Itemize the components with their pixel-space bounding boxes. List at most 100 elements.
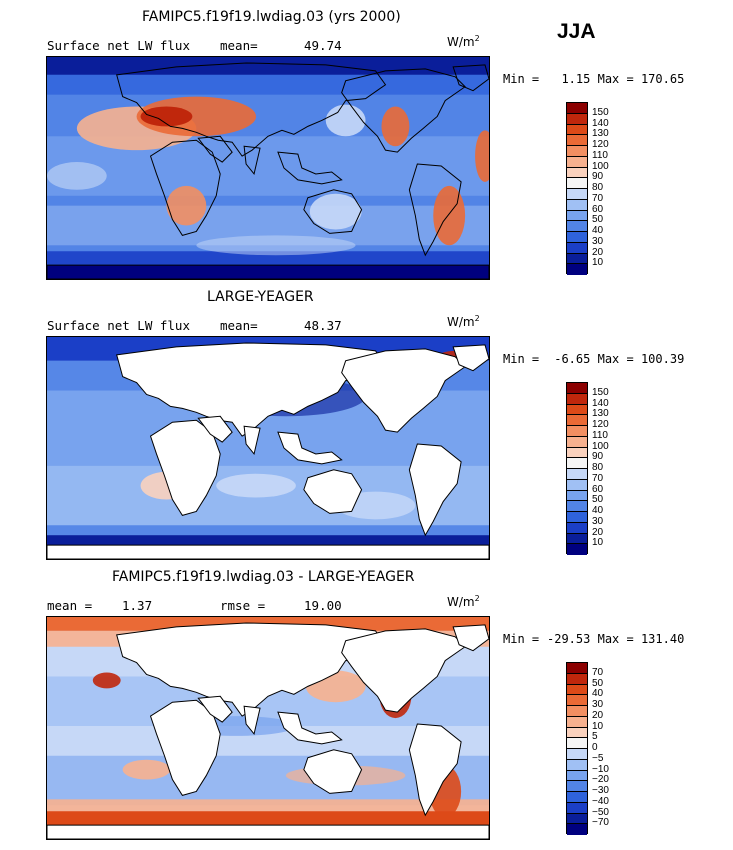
colorbar-swatch — [567, 706, 587, 717]
colorbar-swatch — [567, 125, 587, 136]
colorbar-swatch — [567, 771, 587, 782]
colorbar-swatch — [567, 178, 587, 189]
map-svg — [47, 617, 489, 839]
colorbar-tick-label: −50 — [592, 808, 609, 818]
colorbar-swatch — [567, 523, 587, 534]
colorbar-tick-label: 10 — [592, 258, 603, 268]
panel3-mean-value: 1.37 — [122, 598, 152, 613]
colorbar-tick-label: 30 — [592, 517, 603, 527]
field-blob — [433, 186, 465, 245]
colorbar-tick-label: 100 — [592, 442, 609, 452]
colorbar-swatch — [567, 232, 587, 243]
colorbar-swatch — [567, 264, 587, 275]
panel3-units: W/m2 — [447, 594, 480, 609]
colorbar-tick-label: 50 — [592, 679, 603, 689]
colorbar-tick-label: 30 — [592, 700, 603, 710]
panel2-title: LARGE-YEAGER — [207, 289, 314, 305]
colorbar-tick-label: 120 — [592, 420, 609, 430]
field-blob — [310, 194, 362, 230]
panel1-mean-value: 49.74 — [304, 38, 342, 53]
panel3-rmse-value: 19.00 — [304, 598, 342, 613]
colorbar-swatch — [567, 243, 587, 254]
colorbar-swatch — [567, 426, 587, 437]
colorbar-swatch — [567, 803, 587, 814]
colorbar-swatch — [567, 728, 587, 739]
colorbar-tick-label: 20 — [592, 528, 603, 538]
colorbar-tick-label: 120 — [592, 140, 609, 150]
field-band — [47, 75, 489, 95]
colorbar-tick-label: 20 — [592, 711, 603, 721]
colorbar-swatch — [567, 469, 587, 480]
panel2-units: W/m2 — [447, 314, 480, 329]
colorbar-swatch — [567, 189, 587, 200]
colorbar-swatch — [567, 254, 587, 265]
colorbar-swatch — [567, 824, 587, 835]
colorbar-swatch — [567, 394, 587, 405]
colorbar-tick-label: 110 — [592, 151, 608, 161]
colorbar-tick-label: −20 — [592, 775, 609, 785]
colorbar-swatch — [567, 760, 587, 771]
colorbar-tick-label: −5 — [592, 754, 603, 764]
colorbar-swatch — [567, 458, 587, 469]
field-blob — [196, 235, 355, 255]
colorbar-swatch — [567, 437, 587, 448]
field-blob — [216, 474, 296, 498]
colorbar-tick-label: 60 — [592, 205, 603, 215]
colorbar-swatch — [567, 501, 587, 512]
panel1-units: W/m2 — [447, 34, 480, 49]
panel1-minmax: Min = 1.15 Max = 170.65 — [503, 72, 684, 86]
panel3-map — [46, 616, 490, 840]
colorbar-tick-label: 140 — [592, 399, 609, 409]
panel2-mean-label: mean= — [220, 318, 258, 333]
colorbar-tick-label: 130 — [592, 129, 609, 139]
colorbar-tick-label: 140 — [592, 119, 609, 129]
colorbar-tick-label: 130 — [592, 409, 609, 419]
coastline-antarctica — [47, 545, 489, 559]
panel1-mean-label: mean= — [220, 38, 258, 53]
colorbar-swatch — [567, 717, 587, 728]
colorbar-swatch — [567, 200, 587, 211]
field-band — [47, 57, 489, 75]
colorbar-swatch — [567, 103, 587, 114]
panel2-mean-value: 48.37 — [304, 318, 342, 333]
colorbar-swatch — [567, 491, 587, 502]
colorbar-swatch — [567, 415, 587, 426]
panel2-map — [46, 336, 490, 560]
colorbar-tick-label: 90 — [592, 172, 603, 182]
colorbar-swatch — [567, 685, 587, 696]
field-blob — [381, 107, 409, 147]
colorbar-tick-label: 70 — [592, 668, 603, 678]
colorbar-tick-label: 70 — [592, 474, 603, 484]
colorbar-swatch — [567, 383, 587, 394]
colorbar-swatch — [567, 405, 587, 416]
map-svg — [47, 57, 489, 279]
colorbar-swatch — [567, 749, 587, 760]
field-blob — [326, 105, 366, 137]
panel2-minmax: Min = -6.65 Max = 100.39 — [503, 352, 684, 366]
colorbar-tick-label: 50 — [592, 215, 603, 225]
panel3-rmse-label: rmse = — [220, 598, 265, 613]
colorbar-swatch — [567, 480, 587, 491]
panel1-map — [46, 56, 490, 280]
colorbar-tick-label: 110 — [592, 431, 608, 441]
colorbar-swatch — [567, 448, 587, 459]
colorbar-tick-label: −10 — [592, 765, 609, 775]
colorbar-swatch — [567, 114, 587, 125]
colorbar-tick-label: 40 — [592, 506, 603, 516]
colorbar-tick-label: 80 — [592, 463, 603, 473]
map-svg — [47, 337, 489, 559]
field-band — [47, 265, 489, 279]
colorbar-tick-label: 90 — [592, 452, 603, 462]
colorbar-tick-label: −30 — [592, 786, 609, 796]
panel1-field-label: Surface net LW flux — [47, 38, 190, 53]
colorbar-swatch — [567, 663, 587, 674]
colorbar-swatch — [567, 135, 587, 146]
colorbar-swatch — [567, 534, 587, 545]
colorbar-swatch — [567, 221, 587, 232]
coastline-antarctica — [47, 825, 489, 839]
panel1-colorbar — [566, 102, 588, 274]
colorbar-tick-label: 50 — [592, 495, 603, 505]
colorbar-tick-label: 150 — [592, 388, 609, 398]
colorbar-tick-label: 0 — [592, 743, 598, 753]
colorbar-swatch — [567, 211, 587, 222]
